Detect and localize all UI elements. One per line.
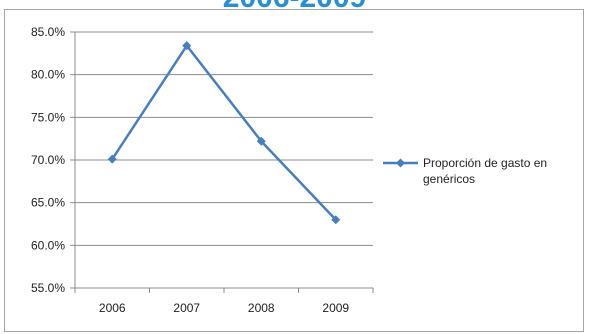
- data-point: [331, 215, 341, 225]
- x-tick-label: 2006: [99, 301, 126, 315]
- legend-label-line-1: Proporción de gasto en: [423, 156, 547, 170]
- series-layer: [107, 41, 341, 225]
- x-tick-labels: 2006 2007 2008 2009: [99, 301, 350, 315]
- line-chart: 55.0% 60.0% 65.0% 70.0% 75.0% 80.0% 85.0% 2006…: [31, 25, 547, 315]
- y-tick-label: 85.0%: [31, 25, 65, 39]
- legend-marker: [396, 158, 405, 168]
- gridlines: [75, 31, 373, 289]
- legend: Proporción de gasto en genéricos: [383, 156, 547, 186]
- series-line: [111, 44, 337, 221]
- y-tick-label: 65.0%: [31, 196, 65, 210]
- data-point: [107, 154, 117, 164]
- y-tick-label: 75.0%: [31, 110, 65, 124]
- y-tick-labels: 55.0% 60.0% 65.0% 70.0% 75.0% 80.0% 85.0%: [31, 25, 65, 295]
- y-tick-label: 60.0%: [31, 238, 65, 252]
- data-point: [182, 41, 192, 51]
- chart-area: 55.0% 60.0% 65.0% 70.0% 75.0% 80.0% 85.0% 2006…: [4, 9, 584, 332]
- x-tick-label: 2007: [173, 301, 200, 315]
- x-tick-label: 2009: [322, 301, 349, 315]
- y-tick-label: 70.0%: [31, 153, 65, 167]
- x-tick-label: 2008: [248, 301, 275, 315]
- y-tick-label: 80.0%: [31, 68, 65, 82]
- data-point: [256, 136, 266, 146]
- legend-label-line-2: genéricos: [423, 172, 475, 186]
- y-tick-label: 55.0%: [31, 281, 65, 295]
- axes: [70, 31, 374, 293]
